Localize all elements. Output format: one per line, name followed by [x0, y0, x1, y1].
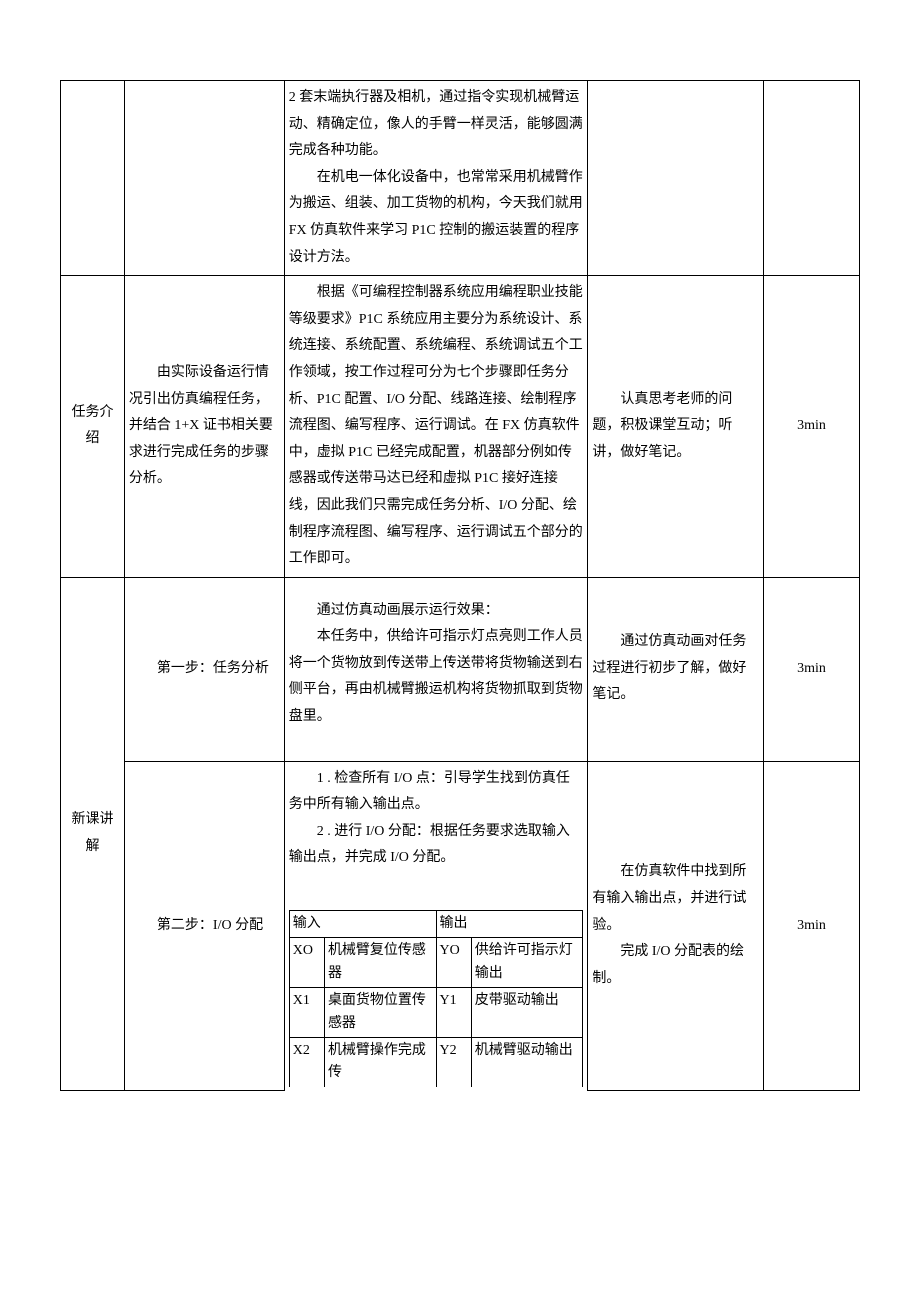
- paragraph: 根据《可编程控制器系统应用编程职业技能等级要求》P1C 系统应用主要分为系统设计…: [289, 280, 584, 573]
- cell-student: [588, 81, 764, 276]
- cell-section: 新课讲解: [61, 577, 125, 1091]
- cell-design: 第一步：任务分析: [124, 577, 284, 761]
- paragraph: 认真思考老师的问题，积极课堂互动；听讲，做好笔记。: [592, 387, 759, 467]
- io-out-desc: 供给许可指示灯输出: [471, 938, 583, 988]
- cell-content: 根据《可编程控制器系统应用编程职业技能等级要求》P1C 系统应用主要分为系统设计…: [284, 276, 588, 578]
- paragraph: 第二步：I/O 分配: [129, 913, 280, 940]
- paragraph: 由实际设备运行情况引出仿真编程任务，并结合 1+X 证书相关要求进行完成任务的步…: [129, 360, 280, 493]
- paragraph: 2 套末端执行器及相机，通过指令实现机械臂运动、精确定位，像人的手臂一样灵活，能…: [289, 85, 584, 165]
- io-row: X2 机械臂操作完成传 Y2 机械臂驱动输出: [289, 1037, 583, 1086]
- cell-time: 3min: [764, 761, 860, 1091]
- io-out-code: Y1: [436, 988, 471, 1038]
- table-row: 新课讲解 第一步：任务分析 通过仿真动画展示运行效果： 本任务中，供给许可指示灯…: [61, 577, 860, 761]
- cell-section: [61, 81, 125, 276]
- paragraph: 本任务中，供给许可指示灯点亮则工作人员将一个货物放到传送带上传送带将货物输送到右…: [289, 624, 584, 730]
- paragraph: 2 . 进行 I/O 分配：根据任务要求选取输入输出点，并完成 I/O 分配。: [289, 819, 584, 872]
- paragraph: 通过仿真动画展示运行效果：: [289, 598, 584, 625]
- cell-student: 认真思考老师的问题，积极课堂互动；听讲，做好笔记。: [588, 276, 764, 578]
- io-in-code: XO: [289, 938, 324, 988]
- io-in-code: X2: [289, 1037, 324, 1086]
- io-in-desc: 桌面货物位置传感器: [324, 988, 436, 1038]
- io-out-desc: 皮带驱动输出: [471, 988, 583, 1038]
- cell-time: 3min: [764, 276, 860, 578]
- cell-time: 3min: [764, 577, 860, 761]
- io-row: XO 机械臂复位传感器 YO 供给许可指示灯输出: [289, 938, 583, 988]
- io-out-code: YO: [436, 938, 471, 988]
- paragraph: 第一步：任务分析: [129, 656, 280, 683]
- cell-section: 任务介绍: [61, 276, 125, 578]
- io-header-row: 输入 输出: [289, 911, 583, 938]
- paragraph: 完成 I/O 分配表的绘制。: [592, 939, 759, 992]
- cell-content: 通过仿真动画展示运行效果： 本任务中，供给许可指示灯点亮则工作人员将一个货物放到…: [284, 577, 588, 761]
- lesson-plan-table: 2 套末端执行器及相机，通过指令实现机械臂运动、精确定位，像人的手臂一样灵活，能…: [60, 80, 860, 1091]
- cell-content: 2 套末端执行器及相机，通过指令实现机械臂运动、精确定位，像人的手臂一样灵活，能…: [284, 81, 588, 276]
- cell-student: 在仿真软件中找到所有输入输出点，并进行试验。 完成 I/O 分配表的绘制。: [588, 761, 764, 1091]
- paragraph: 在机电一体化设备中，也常常采用机械臂作为搬运、组装、加工货物的机构，今天我们就用…: [289, 165, 584, 271]
- paragraph: 在仿真软件中找到所有输入输出点，并进行试验。: [592, 859, 759, 939]
- cell-student: 通过仿真动画对任务过程进行初步了解，做好笔记。: [588, 577, 764, 761]
- io-row: X1 桌面货物位置传感器 Y1 皮带驱动输出: [289, 988, 583, 1038]
- table-row: 任务介绍 由实际设备运行情况引出仿真编程任务，并结合 1+X 证书相关要求进行完…: [61, 276, 860, 578]
- io-allocation-table: 输入 输出 XO 机械臂复位传感器 YO 供给许可指示灯输出 X1 桌面货物位置…: [289, 910, 584, 1087]
- paragraph: 通过仿真动画对任务过程进行初步了解，做好笔记。: [592, 629, 759, 709]
- io-out-code: Y2: [436, 1037, 471, 1086]
- table-row: 第二步：I/O 分配 1 . 检查所有 I/O 点：引导学生找到仿真任务中所有输…: [61, 761, 860, 1091]
- cell-design: 第二步：I/O 分配: [124, 761, 284, 1091]
- cell-content: 1 . 检查所有 I/O 点：引导学生找到仿真任务中所有输入输出点。 2 . 进…: [284, 761, 588, 1091]
- io-in-desc: 机械臂操作完成传: [324, 1037, 436, 1086]
- cell-design: 由实际设备运行情况引出仿真编程任务，并结合 1+X 证书相关要求进行完成任务的步…: [124, 276, 284, 578]
- cell-time: [764, 81, 860, 276]
- io-header-in: 输入: [289, 911, 436, 938]
- cell-design: [124, 81, 284, 276]
- io-out-desc: 机械臂驱动输出: [471, 1037, 583, 1086]
- io-in-code: X1: [289, 988, 324, 1038]
- io-in-desc: 机械臂复位传感器: [324, 938, 436, 988]
- paragraph: 1 . 检查所有 I/O 点：引导学生找到仿真任务中所有输入输出点。: [289, 766, 584, 819]
- io-header-out: 输出: [436, 911, 583, 938]
- table-row: 2 套末端执行器及相机，通过指令实现机械臂运动、精确定位，像人的手臂一样灵活，能…: [61, 81, 860, 276]
